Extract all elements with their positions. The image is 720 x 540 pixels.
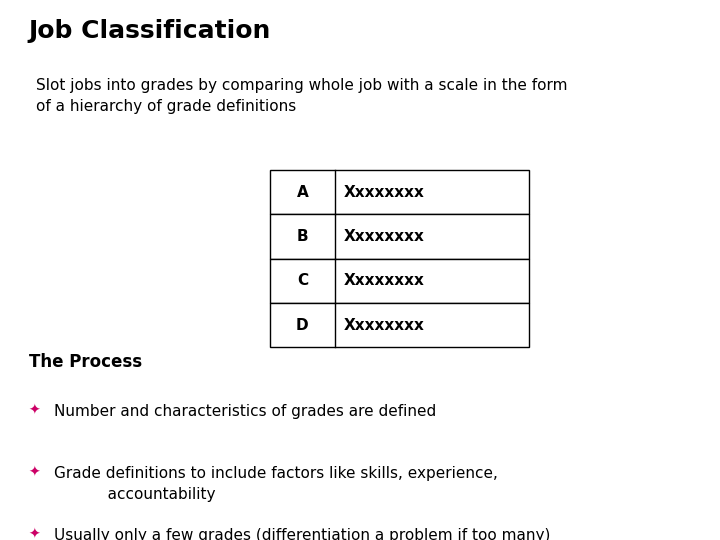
Text: C: C bbox=[297, 273, 308, 288]
Text: The Process: The Process bbox=[29, 353, 142, 370]
Text: Xxxxxxxx: Xxxxxxxx bbox=[343, 229, 424, 244]
Bar bbox=[270, 259, 529, 303]
Bar bbox=[270, 214, 529, 259]
Text: D: D bbox=[296, 318, 309, 333]
Bar bbox=[270, 303, 529, 347]
Text: Xxxxxxxx: Xxxxxxxx bbox=[343, 185, 424, 200]
Text: Number and characteristics of grades are defined: Number and characteristics of grades are… bbox=[54, 404, 436, 419]
Text: Job Classification: Job Classification bbox=[29, 19, 271, 43]
Text: Usually only a few grades (differentiation a problem if too many): Usually only a few grades (differentiati… bbox=[54, 528, 550, 540]
Text: Slot jobs into grades by comparing whole job with a scale in the form
of a hiera: Slot jobs into grades by comparing whole… bbox=[36, 78, 567, 114]
Text: Xxxxxxxx: Xxxxxxxx bbox=[343, 273, 424, 288]
Text: ✦: ✦ bbox=[29, 466, 40, 480]
Bar bbox=[270, 170, 529, 214]
Text: Grade definitions to include factors like skills, experience,
           account: Grade definitions to include factors lik… bbox=[54, 466, 498, 502]
Text: B: B bbox=[297, 229, 308, 244]
Text: ✦: ✦ bbox=[29, 404, 40, 418]
Text: Xxxxxxxx: Xxxxxxxx bbox=[343, 318, 424, 333]
Text: A: A bbox=[297, 185, 308, 200]
Text: ✦: ✦ bbox=[29, 528, 40, 540]
